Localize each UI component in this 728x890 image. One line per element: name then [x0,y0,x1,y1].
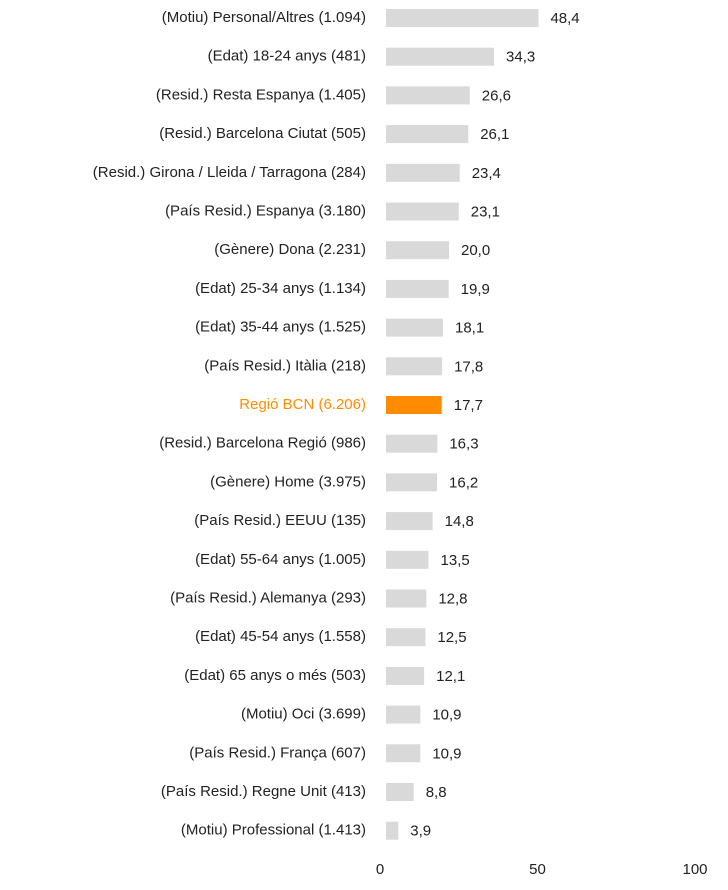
category-label: (Resid.) Barcelona Regió (986) [159,435,366,452]
bar [386,589,427,608]
category-label: (Edat) 55-64 anys (1.005) [195,551,366,568]
value-label: 12,1 [436,668,465,685]
bar [386,357,443,376]
value-label: 48,4 [550,10,579,27]
bar [386,396,442,414]
category-label: (Resid.) Girona / Lleida / Tarragona (28… [93,164,366,181]
category-label: (País Resid.) Alemanya (293) [170,589,366,606]
bar [386,86,470,105]
bar [386,9,539,27]
category-label: (País Resid.) Regne Unit (413) [161,783,366,800]
category-label: Regió BCN (6.206) [239,396,366,413]
bar [386,202,459,221]
x-tick-label: 50 [529,861,546,878]
value-label: 10,9 [432,707,461,724]
bar [386,47,495,66]
value-label: 26,1 [480,126,509,143]
value-label: 34,3 [506,49,535,66]
value-label: 23,4 [472,165,501,182]
bar [386,279,449,298]
bar [386,163,460,182]
bar [386,783,414,801]
value-label: 20,0 [461,242,490,259]
value-label: 12,8 [438,590,467,607]
bar [386,666,425,685]
value-label: 17,8 [454,358,483,375]
value-label: 10,9 [432,745,461,762]
value-label: 14,8 [445,513,474,530]
value-label: 16,3 [449,436,478,453]
category-label: (Edat) 35-44 anys (1.525) [195,319,366,336]
category-label: (País Resid.) França (607) [189,744,366,761]
value-label: 19,9 [461,281,490,298]
category-label: (Edat) 18-24 anys (481) [208,48,366,65]
bar [386,628,426,647]
bar [386,318,444,337]
bar [386,705,421,724]
value-label: 26,6 [482,87,511,104]
value-label: 23,1 [471,203,500,220]
bar [386,512,433,531]
value-label: 16,2 [449,474,478,491]
bar [386,744,421,763]
category-label: (País Resid.) Itàlia (218) [204,357,366,374]
value-label: 8,8 [426,784,447,801]
category-label: (Edat) 45-54 anys (1.558) [195,628,366,645]
value-label: 18,1 [455,320,484,337]
category-label: (Motiu) Professional (1.413) [181,822,366,839]
bar [386,125,469,144]
category-label: (Motiu) Oci (3.699) [241,706,366,723]
bar [386,241,449,260]
category-label: (País Resid.) EEUU (135) [194,512,366,529]
x-tick-label: 0 [376,861,384,878]
category-label: (Gènere) Dona (2.231) [214,241,366,258]
value-label: 12,5 [437,629,466,646]
category-label: (Edat) 65 anys o més (503) [184,667,366,684]
category-label: (Resid.) Resta Espanya (1.405) [156,86,366,103]
category-label: (Resid.) Barcelona Ciutat (505) [159,125,366,142]
value-label: 3,9 [410,823,431,840]
bar [386,434,438,453]
bar [386,550,429,569]
category-label: (Motiu) Personal/Altres (1.094) [162,9,366,26]
bar [386,821,399,840]
bar [386,473,438,492]
x-tick-label: 100 [682,861,707,878]
value-label: 13,5 [441,552,470,569]
value-label: 17,7 [454,397,483,414]
category-label: (Gènere) Home (3.975) [210,473,366,490]
category-label: (País Resid.) Espanya (3.180) [165,202,366,219]
category-label: (Edat) 25-34 anys (1.134) [195,280,366,297]
